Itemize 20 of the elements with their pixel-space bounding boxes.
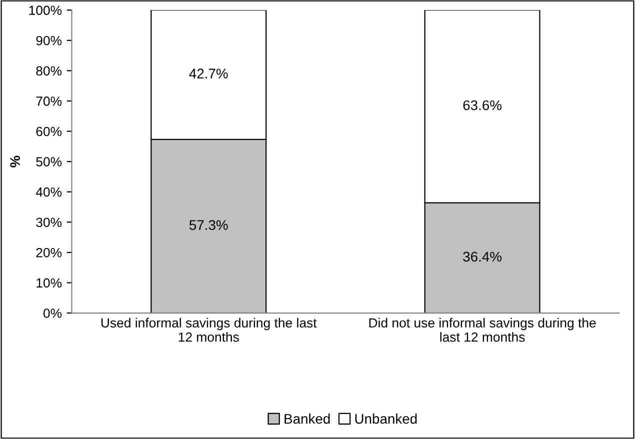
y-axis-title: %	[10, 156, 20, 168]
y-tick-label: 10%	[36, 278, 62, 288]
legend-label: Unbanked	[355, 414, 417, 424]
data-label: 42.7%	[189, 68, 228, 78]
legend-label: Banked	[284, 414, 330, 424]
y-tick-label: 80%	[36, 66, 62, 76]
data-label: 63.6%	[463, 100, 502, 110]
y-tick-label: 0%	[43, 308, 62, 318]
x-tick-label: Used informal savings during the last 12 months	[101, 318, 317, 342]
data-label: 57.3%	[189, 220, 228, 230]
y-tick-label: 70%	[36, 96, 62, 106]
y-tick-label: 30%	[36, 218, 62, 228]
y-tick-label: 40%	[36, 187, 62, 197]
y-tick-label: 100%	[29, 6, 62, 16]
y-tick-label: 60%	[36, 126, 62, 136]
y-tick-label: 50%	[36, 157, 62, 166]
x-tick-label: Did not use informal savings during the last 12 months	[369, 318, 596, 342]
y-tick-label: 90%	[36, 36, 62, 46]
y-tick-label: 20%	[36, 248, 62, 258]
data-label: 36.4%	[463, 252, 502, 262]
